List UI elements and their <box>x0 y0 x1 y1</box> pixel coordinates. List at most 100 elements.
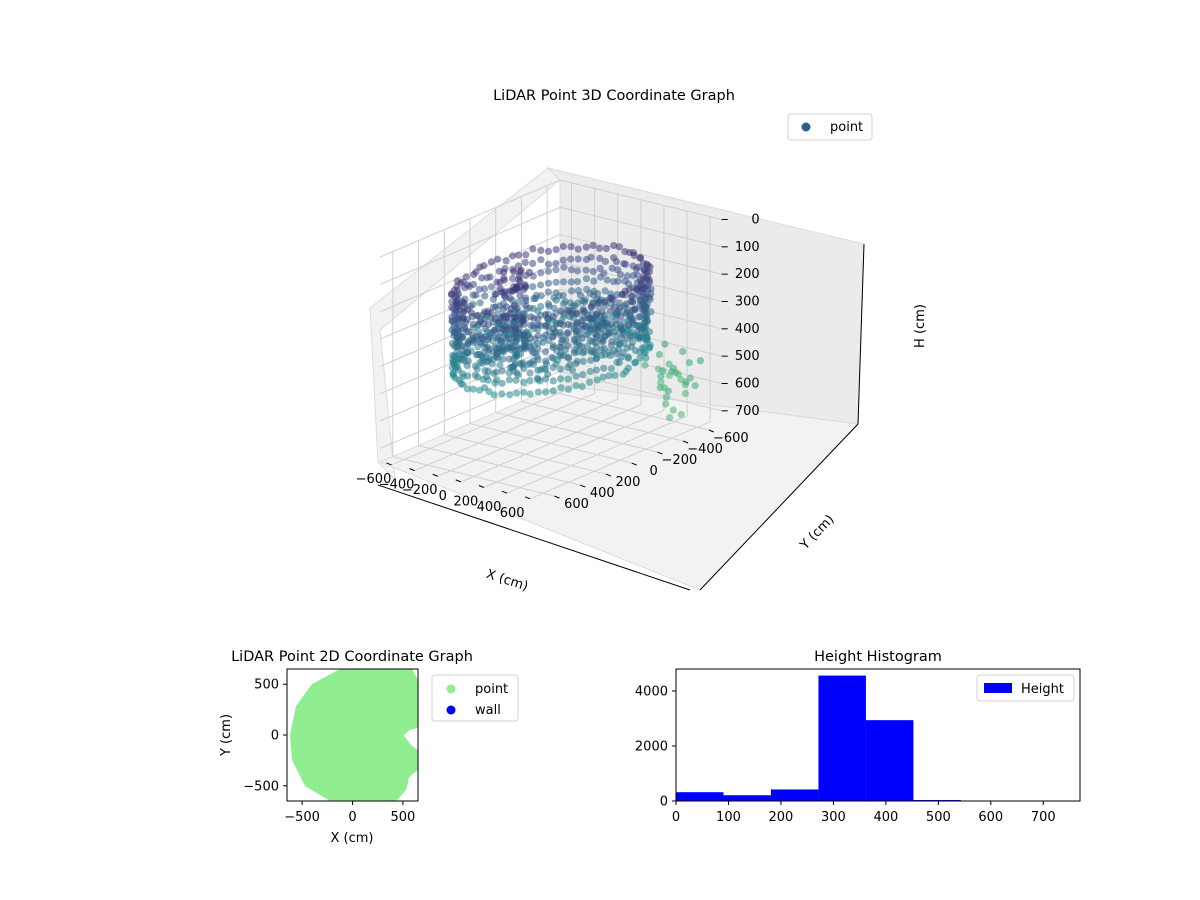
lidar-point <box>498 325 507 333</box>
lidar-point <box>472 268 480 276</box>
x-tick-mark <box>455 479 461 483</box>
plot-3d-title: LiDAR Point 3D Coordinate Graph <box>493 88 735 104</box>
lidar-point <box>568 287 576 295</box>
lidar-point <box>580 348 588 356</box>
lidar-point <box>542 331 550 339</box>
lidar-point <box>556 365 565 373</box>
lidar-point <box>610 241 618 250</box>
plot-2d: LiDAR Point 2D Coordinate Graph −500 0 500… <box>219 649 519 846</box>
lidar-point <box>474 311 482 320</box>
z-tick-label: 700 <box>735 404 760 419</box>
lidar-point <box>490 391 498 399</box>
lidar-point <box>492 368 501 376</box>
hist-x-tick-label: 300 <box>821 810 846 825</box>
lidar-point <box>564 320 572 329</box>
lidar-point <box>642 354 650 362</box>
lidar-point <box>537 281 545 289</box>
lidar-point <box>599 319 607 327</box>
lidar-point <box>623 272 632 280</box>
hist-x-tick-label: 400 <box>873 810 898 825</box>
lidar-point <box>615 358 624 367</box>
z-tick-label: 600 <box>735 376 760 391</box>
lidar-point <box>677 410 685 418</box>
lidar-point <box>628 292 636 300</box>
x2d-tick-label: −500 <box>284 810 320 825</box>
lidar-point <box>578 334 586 342</box>
lidar-point <box>481 292 489 300</box>
lidar-point <box>463 385 472 393</box>
side-grid-h <box>379 206 561 285</box>
z-tick-label: 100 <box>735 240 760 255</box>
lidar-point <box>521 282 530 290</box>
lidar-point <box>537 269 545 277</box>
x-tick-label: −400 <box>379 478 415 493</box>
axis-ticks-histogram: 0 100 200 300 400 500 600 700 0 2000 4000 <box>635 685 1056 826</box>
axis-ticks-2d: −500 0 500 500 0 −500 <box>243 678 415 825</box>
lidar-point <box>572 360 580 368</box>
lidar-point <box>574 255 582 263</box>
lidar-point <box>602 245 611 253</box>
lidar-point <box>521 258 529 266</box>
lidar-point <box>513 389 521 397</box>
lidar-point <box>586 367 594 376</box>
lidar-point <box>454 290 463 298</box>
legend-3d-frame <box>787 113 873 141</box>
back-grid-h <box>559 206 722 248</box>
lidar-point <box>560 278 568 286</box>
lidar-point <box>616 304 624 312</box>
lidar-point <box>469 385 477 393</box>
lidar-point <box>469 338 477 346</box>
lidar-point <box>544 279 553 287</box>
lidar-point <box>472 333 481 341</box>
hist-x-tick-label: 500 <box>926 810 951 825</box>
lidar-point <box>595 244 604 252</box>
lidar-point <box>494 255 502 263</box>
lidar-point <box>463 315 471 323</box>
x-tick-label: 0 <box>439 489 447 504</box>
histogram-bar <box>723 795 771 801</box>
lidar-point <box>526 390 534 398</box>
lidar-point <box>502 257 510 265</box>
lidar-point <box>587 303 595 311</box>
lidar-point <box>544 370 552 378</box>
lidar-point <box>508 252 517 260</box>
lidar-point <box>567 243 575 251</box>
lidar-point <box>525 268 534 276</box>
lidar-point <box>647 308 655 316</box>
lidar-point <box>522 296 530 305</box>
lidar-point <box>520 378 528 386</box>
lidar-point <box>636 354 644 362</box>
lidar-point <box>486 273 494 281</box>
side-grid-h <box>379 288 561 367</box>
lidar-point <box>594 290 602 298</box>
lidar-point <box>572 309 581 317</box>
legend-3d-label: point <box>830 120 863 135</box>
lidar-point <box>498 346 506 354</box>
lidar-point <box>549 325 557 333</box>
lidar-point <box>641 361 649 369</box>
lidar-point <box>458 334 467 342</box>
lidar-point <box>520 364 528 373</box>
lidar-point <box>625 285 634 293</box>
legend-2d: point wall <box>431 674 519 722</box>
lidar-point <box>556 331 565 339</box>
lidar-point <box>626 332 635 340</box>
lidar-point <box>542 322 550 330</box>
lidar-point <box>520 320 528 328</box>
lidar-point <box>485 388 493 396</box>
legend-hist-frame <box>976 674 1075 702</box>
lidar-point <box>565 307 573 315</box>
lidar-point <box>562 336 570 344</box>
lidar-point <box>664 387 672 395</box>
y-tick-label: 400 <box>590 486 615 501</box>
lidar-point <box>624 364 632 372</box>
side-grid-h <box>379 179 561 258</box>
z-tick-label: 200 <box>735 267 760 282</box>
lidar-point <box>567 255 575 263</box>
lidar-point <box>539 338 547 346</box>
lidar-point <box>620 328 628 337</box>
y-axis-label: Y (cm) <box>797 512 838 553</box>
lidar-point <box>611 328 619 336</box>
lidar-point <box>460 299 468 307</box>
lidar-point <box>499 355 507 363</box>
